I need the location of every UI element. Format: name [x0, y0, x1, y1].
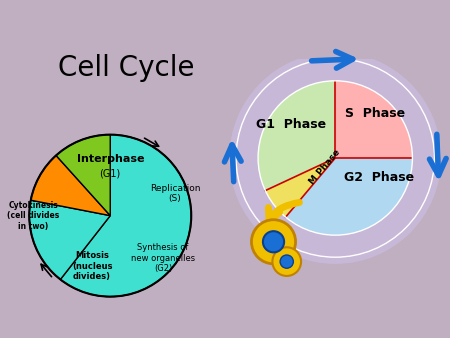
- Wedge shape: [29, 200, 110, 280]
- Text: (G1): (G1): [99, 168, 121, 178]
- Text: M Phase: M Phase: [308, 147, 342, 186]
- Wedge shape: [258, 81, 335, 191]
- Text: Cell Cycle: Cell Cycle: [58, 54, 195, 81]
- Wedge shape: [60, 135, 191, 297]
- Wedge shape: [286, 158, 412, 235]
- Wedge shape: [56, 135, 110, 216]
- Circle shape: [263, 231, 284, 252]
- Text: Mitosis
(nucleus
divides): Mitosis (nucleus divides): [72, 251, 112, 281]
- Text: Interphase: Interphase: [76, 154, 144, 164]
- Circle shape: [240, 63, 430, 253]
- Text: Cytokinesis
(cell divides
in two): Cytokinesis (cell divides in two): [7, 201, 59, 231]
- Circle shape: [252, 220, 296, 264]
- Text: Synthesis of
new organelles
(G2): Synthesis of new organelles (G2): [131, 243, 195, 273]
- Circle shape: [272, 247, 301, 276]
- Wedge shape: [335, 81, 412, 158]
- Wedge shape: [31, 155, 110, 216]
- Text: G2  Phase: G2 Phase: [344, 171, 414, 184]
- Wedge shape: [266, 158, 335, 217]
- Text: Replication
(S): Replication (S): [150, 184, 200, 203]
- Text: S  Phase: S Phase: [345, 107, 405, 120]
- Text: G1  Phase: G1 Phase: [256, 118, 326, 131]
- Circle shape: [280, 255, 293, 268]
